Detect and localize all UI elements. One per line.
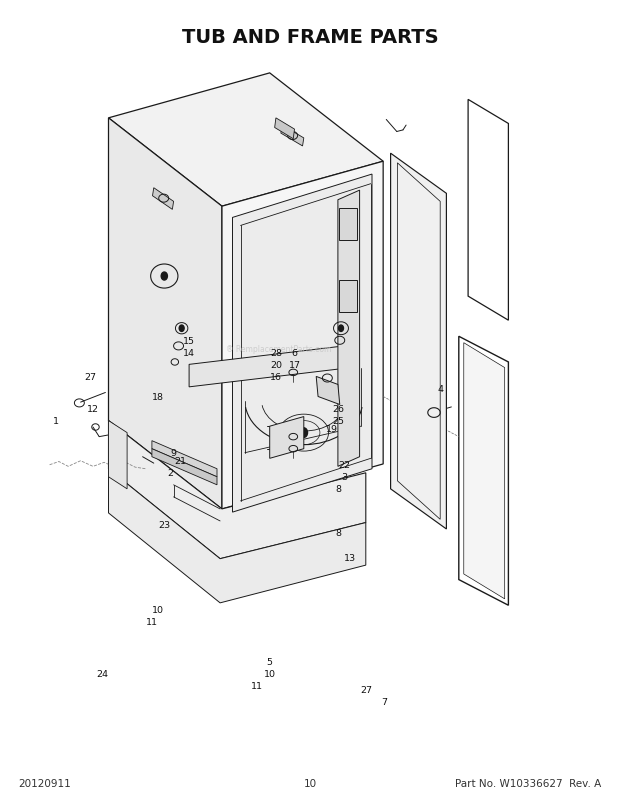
Polygon shape	[270, 417, 304, 459]
Text: 10: 10	[264, 669, 276, 678]
Text: 11: 11	[251, 681, 264, 691]
Polygon shape	[316, 377, 340, 405]
Text: 28: 28	[270, 348, 282, 358]
Text: 4: 4	[437, 384, 443, 394]
Polygon shape	[152, 441, 217, 477]
Text: 18: 18	[152, 392, 164, 402]
Text: 6: 6	[291, 348, 298, 358]
Polygon shape	[391, 154, 446, 529]
Text: 8: 8	[335, 529, 341, 538]
Circle shape	[161, 273, 167, 281]
Polygon shape	[153, 188, 174, 210]
Polygon shape	[108, 469, 366, 603]
Text: 23: 23	[158, 520, 170, 530]
Text: 26: 26	[332, 404, 344, 414]
Polygon shape	[189, 346, 344, 387]
Text: 25: 25	[332, 416, 344, 426]
Text: 15: 15	[183, 336, 195, 346]
Text: 20120911: 20120911	[19, 778, 71, 788]
Text: Part No. W10336627  Rev. A: Part No. W10336627 Rev. A	[455, 778, 601, 788]
Text: 22: 22	[338, 460, 350, 470]
Polygon shape	[464, 343, 505, 599]
Text: 8: 8	[335, 484, 341, 494]
Polygon shape	[108, 421, 366, 559]
Polygon shape	[152, 449, 217, 485]
Polygon shape	[222, 162, 383, 509]
Polygon shape	[338, 191, 360, 467]
Text: 9: 9	[170, 448, 177, 458]
Text: 27: 27	[84, 372, 96, 382]
Polygon shape	[108, 119, 222, 509]
Text: 2: 2	[167, 468, 174, 478]
Text: 17: 17	[288, 360, 301, 370]
Text: 11: 11	[146, 617, 158, 626]
Text: 21: 21	[174, 456, 186, 466]
Text: 16: 16	[270, 372, 282, 382]
Text: 24: 24	[96, 669, 108, 678]
Bar	[339, 209, 357, 241]
Bar	[339, 281, 357, 313]
Text: 27: 27	[360, 685, 372, 695]
Text: 19: 19	[326, 424, 338, 434]
Text: 20: 20	[270, 360, 282, 370]
Text: 12: 12	[87, 404, 99, 414]
Text: 14: 14	[183, 348, 195, 358]
Polygon shape	[108, 421, 127, 489]
Text: TUB AND FRAME PARTS: TUB AND FRAME PARTS	[182, 28, 438, 47]
Text: 3: 3	[341, 472, 347, 482]
Circle shape	[339, 326, 343, 332]
Text: 1: 1	[53, 416, 59, 426]
Polygon shape	[108, 74, 383, 207]
Text: 10: 10	[152, 605, 164, 614]
Polygon shape	[281, 126, 304, 147]
Text: 13: 13	[344, 553, 356, 562]
Circle shape	[179, 326, 184, 332]
Text: 10: 10	[303, 778, 317, 788]
Text: 7: 7	[381, 697, 388, 707]
Circle shape	[300, 428, 308, 438]
Polygon shape	[275, 119, 294, 140]
Polygon shape	[232, 175, 372, 512]
Text: ® RemplacementParts.com: ® RemplacementParts.com	[226, 344, 332, 354]
Text: 5: 5	[267, 657, 273, 666]
